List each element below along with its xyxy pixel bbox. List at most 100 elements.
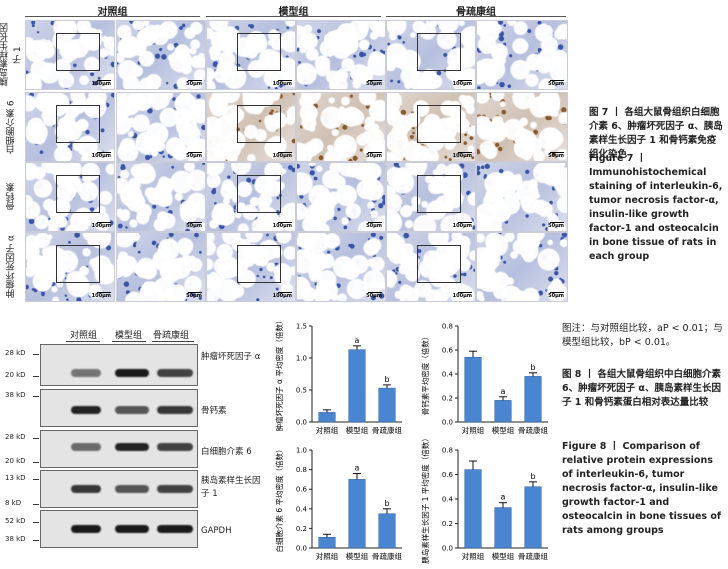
chart-y-tick-label: 0.2 — [442, 395, 453, 403]
ihc-scalebar-line — [368, 152, 382, 153]
chart-y-tick-label: 0.6 — [442, 471, 454, 479]
ihc-scalebar-line — [188, 80, 202, 81]
ihc-scalebar-label: 50μm — [366, 153, 382, 159]
chart-y-tick-label: 1.5 — [296, 323, 307, 331]
ihc-scalebar-line — [550, 152, 564, 153]
ihc-scalebar-label: 100μm — [452, 81, 472, 87]
wb-panel — [40, 430, 198, 468]
wb-band — [157, 525, 193, 533]
figure8-caption-en: Figure 8 丨 Comparison of relative protei… — [562, 441, 722, 536]
wb-band — [115, 485, 149, 493]
ihc-scalebar-line — [278, 292, 292, 293]
ihc-inset-box — [56, 175, 100, 213]
chart-category-label: 模型组 — [492, 425, 515, 435]
ihc-inset-box — [237, 245, 281, 283]
chart-sig-label: b — [530, 472, 535, 481]
ihc-scalebar-line — [550, 222, 564, 223]
wb-marker: 20 kD — [5, 457, 26, 465]
chart-sig-label: b — [530, 363, 535, 372]
wb-marker-tick — [33, 504, 39, 505]
ihc-scalebar-label: 100μm — [452, 223, 472, 229]
chart-bar — [524, 376, 542, 423]
ihc-inset-box — [56, 33, 100, 71]
ihc-scalebar-line — [97, 152, 111, 153]
figure7-caption-cn: 图 7 丨 各组大鼠骨组织白细胞介素 6、肿瘤坏死因子 α、胰岛素样生长因子 1… — [589, 107, 723, 160]
ihc-micrograph: 100μm — [386, 92, 476, 162]
ihc-col-model: 模型组 — [278, 7, 309, 18]
ihc-scalebar-label: 100μm — [272, 223, 292, 229]
ihc-row-label-ocn: 骨钙素 — [6, 183, 17, 211]
ihc-micrograph: 100μm — [206, 20, 296, 90]
ihc-micrograph: 100μm — [206, 232, 296, 302]
wb-band — [115, 406, 149, 414]
wb-band — [115, 525, 149, 533]
ihc-inset-box — [417, 245, 461, 283]
wb-marker-tick — [33, 479, 39, 480]
ihc-inset-box — [417, 33, 461, 71]
wb-lane-control: 对照组 — [70, 331, 98, 341]
ihc-scalebar-label: 50μm — [548, 153, 564, 159]
ihc-micrograph: 50μm — [476, 162, 568, 232]
chart-category-label: 模型组 — [492, 551, 515, 561]
wb-panel-label: GAPDH — [201, 526, 232, 536]
ihc-micrograph: 100μm — [386, 162, 476, 232]
ihc-micrograph: 100μm — [25, 92, 115, 162]
bar-chart: 骨钙素平均密度（倍数） 0.0 0.2 0.4 0.6 0.8 对照组 a 模型组 b 骨疏康组 — [420, 323, 548, 436]
chart-y-tick-label: 0.6 — [296, 486, 308, 494]
ihc-scalebar-line — [368, 292, 382, 293]
chart-y-tick-label: 0.4 — [296, 505, 308, 513]
chart-y-tick-label: 0.5 — [296, 387, 307, 395]
ihc-micrograph: 50μm — [296, 162, 386, 232]
chart-category-label: 对照组 — [316, 551, 339, 561]
wb-marker: 8 kD — [5, 499, 22, 507]
wb-marker: 20 kD — [5, 371, 26, 379]
wb-marker: 38 kD — [5, 391, 26, 399]
wb-marker: 28 kD — [5, 349, 26, 357]
wb-band — [157, 485, 193, 493]
ihc-col-rule — [386, 16, 566, 17]
chart-category-label: 对照组 — [316, 425, 339, 435]
chart-category-label: 骨疏康组 — [518, 425, 548, 435]
wb-band — [71, 525, 101, 533]
chart-y-tick-label: 0.8 — [296, 466, 307, 474]
ihc-col-rule — [25, 16, 200, 17]
chart-category-label: 骨疏康组 — [518, 551, 548, 561]
wb-panel — [40, 389, 198, 427]
wb-band — [115, 369, 149, 377]
wb-marker-tick — [33, 396, 39, 397]
chart-bar — [378, 513, 396, 549]
ihc-inset-box — [417, 175, 461, 213]
chart-category-label: 模型组 — [346, 425, 369, 435]
chart-sig-label: a — [355, 464, 360, 473]
wb-marker-tick — [33, 522, 39, 523]
chart-category-label: 对照组 — [462, 551, 485, 561]
ihc-row-label-tnfa: 肿瘤坏死因子 α — [6, 235, 17, 299]
ihc-scalebar-label: 50μm — [186, 223, 202, 229]
wb-band — [157, 443, 193, 451]
ihc-scalebar-line — [97, 292, 111, 293]
chart-y-tick-label: 0.6 — [442, 347, 454, 355]
chart-y-tick-label: 0.0 — [296, 419, 307, 427]
chart-bar — [464, 356, 482, 423]
ihc-scalebar-line — [368, 222, 382, 223]
chart-ylabel: 白细胞介素 6 平均密度（倍数） — [274, 445, 284, 552]
chart-y-tick-label: 0.0 — [442, 545, 453, 553]
chart-category-label: 模型组 — [346, 551, 369, 561]
ihc-micrograph: 50μm — [116, 20, 206, 90]
chart-y-tick-label: 1.0 — [296, 447, 307, 455]
ihc-scalebar-label: 50μm — [548, 81, 564, 87]
wb-band — [71, 485, 101, 493]
chart-sig-label: b — [384, 499, 389, 508]
wb-marker-tick — [33, 438, 39, 439]
wb-marker-tick — [33, 354, 39, 355]
chart-ylabel: 骨钙素平均密度（倍数） — [420, 333, 430, 416]
chart-bar — [378, 387, 396, 423]
ihc-scalebar-label: 100μm — [452, 293, 472, 299]
ihc-col-rule — [206, 16, 381, 17]
chart-bar — [464, 469, 482, 549]
ihc-scalebar-label: 50μm — [548, 293, 564, 299]
bar-chart: 白细胞介素 6 平均密度（倍数） 0.0 0.2 0.4 0.6 0.8 1.0 对照组 a 模型… — [274, 445, 402, 561]
ihc-scalebar-label: 50μm — [366, 223, 382, 229]
chart-category-label: 骨疏康组 — [372, 551, 402, 561]
chart-y-tick-label: 0.2 — [442, 520, 453, 528]
